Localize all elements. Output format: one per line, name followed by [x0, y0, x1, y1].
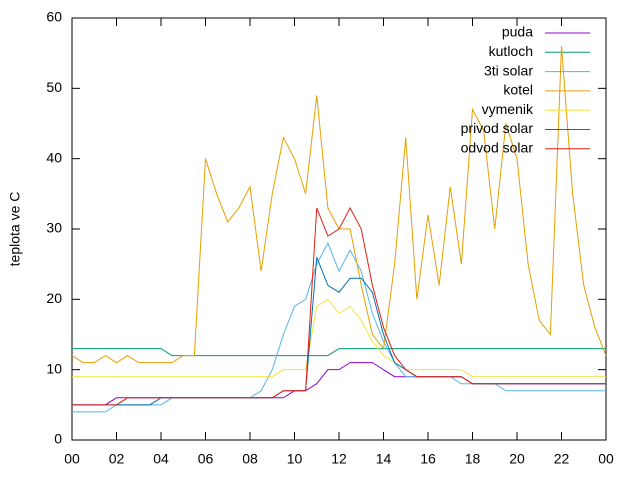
x-tick-label: 00 — [64, 451, 80, 467]
x-tick-label: 22 — [554, 451, 570, 467]
y-tick-label: 30 — [46, 220, 62, 236]
x-tick-label: 12 — [331, 451, 347, 467]
x-tick-label: 08 — [242, 451, 258, 467]
y-tick-label: 20 — [46, 290, 62, 306]
legend-label: kutloch — [489, 43, 533, 59]
data-line — [72, 206, 606, 406]
x-tick-label: 00 — [598, 451, 614, 467]
legend-label: vymenik — [482, 101, 534, 117]
data-line — [72, 348, 606, 357]
y-tick-label: 40 — [46, 149, 62, 165]
y-tick-label: 50 — [46, 79, 62, 95]
plot-frame — [71, 17, 607, 441]
legend-label: odvod solar — [461, 140, 534, 156]
legend-label: privod solar — [461, 120, 534, 136]
x-tick-label: 04 — [153, 451, 169, 467]
x-tick-label: 20 — [509, 451, 525, 467]
x-tick-label: 16 — [420, 451, 436, 467]
legend-label: 3ti solar — [484, 62, 533, 78]
data-line — [72, 241, 606, 413]
legend-label: kotel — [503, 82, 533, 98]
x-tick-label: 02 — [109, 451, 125, 467]
y-axis-label: teplota ve C — [7, 192, 23, 267]
x-tick-label: 06 — [198, 451, 214, 467]
x-tick-label: 18 — [465, 451, 481, 467]
data-line — [72, 256, 606, 406]
y-tick-label: 0 — [54, 431, 62, 447]
x-tick-label: 14 — [376, 451, 392, 467]
data-line — [72, 298, 606, 378]
legend-label: puda — [502, 24, 533, 40]
y-tick-label: 10 — [46, 360, 62, 376]
y-tick-label: 60 — [46, 9, 62, 25]
x-tick-label: 10 — [287, 451, 303, 467]
